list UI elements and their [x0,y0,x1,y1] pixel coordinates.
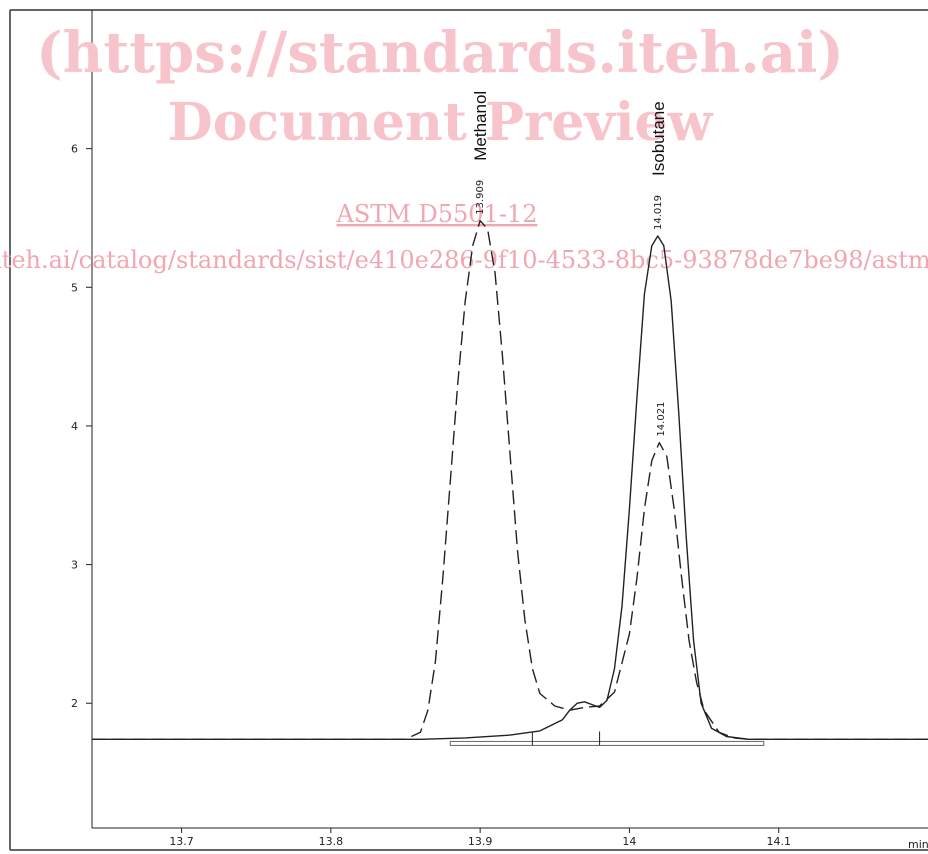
peak-name-label: Methanol [471,91,490,161]
solid-trace [92,235,928,740]
series-layer [92,220,928,740]
integration-baseline [449,740,765,746]
x-tick-label: 13.7 [169,835,194,848]
x-axis-unit-label: min [908,838,928,851]
y-tick-label: 6 [71,143,78,156]
x-tick-label: 13.8 [319,835,344,848]
plot-axes [91,10,928,829]
y-tick-label: 4 [71,420,78,433]
peak-annotations: 13.909 Methanol 14.019 Isobutane 14.021 [471,91,668,437]
x-axis-ticks: 13.7 13.8 13.9 14 14.1 [169,828,791,848]
x-tick-label: 14 [622,835,636,848]
peak-name-label: Isobutane [649,101,668,176]
y-tick-label: 3 [71,559,78,572]
peak-retention-time: 14.019 [653,195,664,230]
watermark: (https://standards.iteh.ai) Document Pre… [0,20,928,274]
y-tick-label: 5 [71,281,78,294]
dashed-trace [92,220,928,740]
x-tick-label: 13.9 [468,835,493,848]
outer-frame [9,9,928,851]
y-tick-label: 2 [71,697,78,710]
x-tick-label: 14.1 [766,835,791,848]
watermark-line2: Document Preview [168,92,714,153]
watermark-doc-id[interactable]: ASTM D5501-12 [336,200,538,228]
peak-retention-time: 14.021 [656,402,667,437]
watermark-url[interactable]: iteh.ai/catalog/standards/sist/e410e286-… [0,246,928,274]
watermark-line1: (https://standards.iteh.ai) [36,20,844,86]
integration-baseline-layer [449,731,765,746]
y-axis-ticks: 2 3 4 5 6 [71,143,92,710]
peak-retention-time: 13.909 [475,180,486,215]
